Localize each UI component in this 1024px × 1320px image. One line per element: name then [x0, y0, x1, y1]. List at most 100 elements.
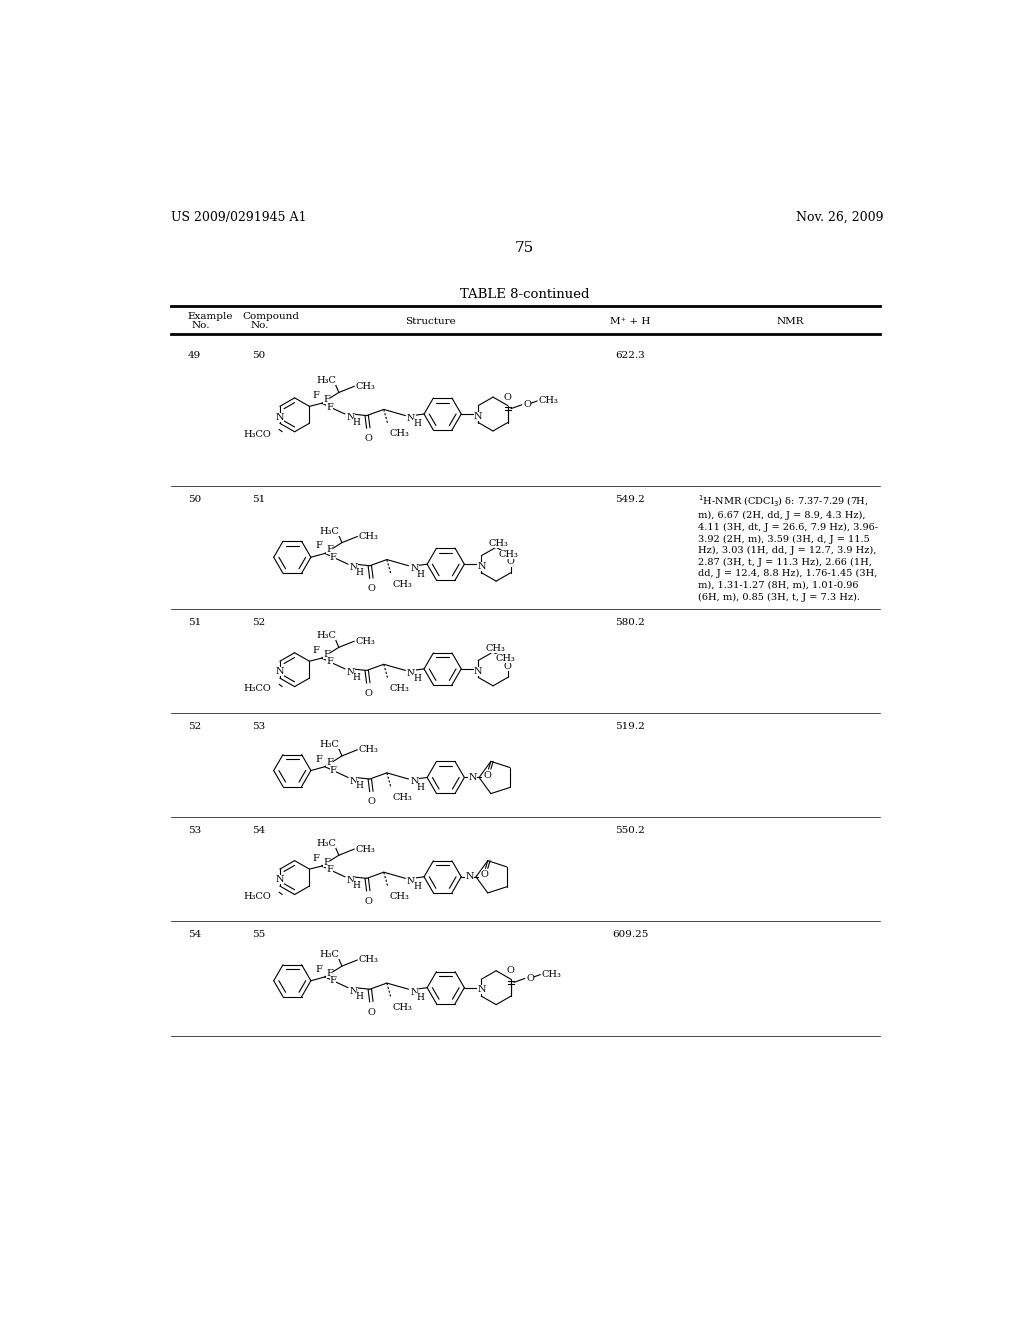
Text: H₃C: H₃C	[316, 631, 337, 640]
Text: O: O	[368, 585, 375, 593]
Text: F: F	[312, 391, 319, 400]
Text: F: F	[315, 541, 323, 550]
Text: CH₃: CH₃	[485, 644, 506, 653]
Text: F: F	[324, 395, 330, 404]
Text: CH₃: CH₃	[542, 970, 562, 979]
Text: F: F	[327, 759, 333, 767]
Text: CH₃: CH₃	[488, 539, 509, 548]
Text: H₃CO: H₃CO	[244, 892, 271, 902]
Text: CH₃: CH₃	[392, 579, 412, 589]
Text: F: F	[315, 755, 323, 763]
Text: O: O	[504, 663, 512, 671]
Text: N: N	[410, 564, 419, 573]
Text: Structure: Structure	[404, 317, 456, 326]
Text: H: H	[352, 673, 360, 681]
Text: H₃CO: H₃CO	[244, 685, 271, 693]
Text: F: F	[327, 545, 333, 554]
Text: F: F	[312, 854, 319, 863]
Text: N: N	[275, 668, 284, 676]
Text: H: H	[417, 783, 424, 792]
Text: F: F	[327, 657, 333, 667]
Text: H: H	[414, 420, 421, 429]
Text: 549.2: 549.2	[615, 495, 645, 504]
Text: N: N	[407, 414, 416, 422]
Text: F: F	[330, 977, 336, 985]
Text: 49: 49	[187, 351, 201, 360]
Text: CH₃: CH₃	[389, 429, 409, 438]
Text: N: N	[410, 987, 419, 997]
Text: 609.25: 609.25	[612, 929, 648, 939]
Text: TABLE 8-continued: TABLE 8-continued	[460, 288, 590, 301]
Text: 519.2: 519.2	[615, 722, 645, 731]
Text: 50: 50	[187, 495, 201, 504]
Text: N: N	[477, 985, 485, 994]
Text: F: F	[315, 965, 323, 974]
Text: H: H	[356, 991, 364, 1001]
Text: H₃C: H₃C	[319, 950, 340, 960]
Text: 580.2: 580.2	[615, 618, 645, 627]
Text: No.: No.	[251, 321, 269, 330]
Text: N: N	[346, 668, 355, 677]
Text: 54: 54	[252, 826, 265, 836]
Text: CH₃: CH₃	[499, 549, 518, 558]
Text: CH₃: CH₃	[359, 532, 379, 541]
Text: H: H	[414, 675, 421, 684]
Text: O: O	[507, 966, 515, 975]
Text: O: O	[480, 870, 488, 879]
Text: N: N	[474, 667, 482, 676]
Text: 52: 52	[187, 722, 201, 731]
Text: N: N	[349, 987, 358, 995]
Text: F: F	[327, 969, 333, 978]
Text: H₃CO: H₃CO	[244, 429, 271, 438]
Text: O: O	[504, 393, 512, 401]
Text: CH₃: CH₃	[356, 636, 376, 645]
Text: H: H	[352, 880, 360, 890]
Text: N: N	[410, 777, 419, 787]
Text: N: N	[477, 562, 485, 570]
Text: H: H	[352, 418, 360, 426]
Text: F: F	[327, 403, 333, 412]
Text: H₃C: H₃C	[319, 741, 340, 748]
Text: N: N	[275, 875, 284, 884]
Text: O: O	[368, 1007, 375, 1016]
Text: N: N	[346, 876, 355, 884]
Text: H₃C: H₃C	[316, 840, 337, 849]
Text: CH₃: CH₃	[392, 1003, 412, 1012]
Text: CH₃: CH₃	[392, 793, 412, 801]
Text: O: O	[365, 689, 372, 698]
Text: F: F	[324, 649, 330, 659]
Text: Example: Example	[187, 313, 233, 321]
Text: $^1$H-NMR (CDCl$_3$) δ: 7.37-7.29 (7H,
m), 6.67 (2H, dd, J = 8.9, 4.3 Hz),
4.11 : $^1$H-NMR (CDCl$_3$) δ: 7.37-7.29 (7H, m…	[697, 494, 878, 602]
Text: H₃C: H₃C	[319, 527, 340, 536]
Text: N: N	[468, 774, 477, 781]
Text: 52: 52	[252, 618, 265, 627]
Text: 53: 53	[187, 826, 201, 836]
Text: N: N	[465, 873, 474, 882]
Text: N: N	[407, 876, 416, 886]
Text: 75: 75	[515, 240, 535, 255]
Text: F: F	[330, 766, 336, 775]
Text: CH₃: CH₃	[359, 956, 379, 965]
Text: N: N	[349, 564, 358, 573]
Text: 51: 51	[252, 495, 265, 504]
Text: F: F	[324, 858, 330, 867]
Text: O: O	[526, 974, 535, 983]
Text: N: N	[349, 776, 358, 785]
Text: H: H	[417, 570, 424, 578]
Text: CH₃: CH₃	[356, 381, 376, 391]
Text: O: O	[507, 557, 515, 566]
Text: H: H	[414, 882, 421, 891]
Text: O: O	[365, 896, 372, 906]
Text: O: O	[523, 400, 531, 409]
Text: N: N	[275, 412, 284, 421]
Text: N: N	[474, 412, 482, 421]
Text: CH₃: CH₃	[389, 892, 409, 902]
Text: F: F	[312, 645, 319, 655]
Text: F: F	[327, 866, 333, 874]
Text: H₃C: H₃C	[316, 376, 337, 385]
Text: O: O	[368, 797, 375, 807]
Text: CH₃: CH₃	[389, 684, 409, 693]
Text: US 2009/0291945 A1: US 2009/0291945 A1	[171, 211, 306, 224]
Text: 54: 54	[187, 929, 201, 939]
Text: Compound: Compound	[243, 313, 300, 321]
